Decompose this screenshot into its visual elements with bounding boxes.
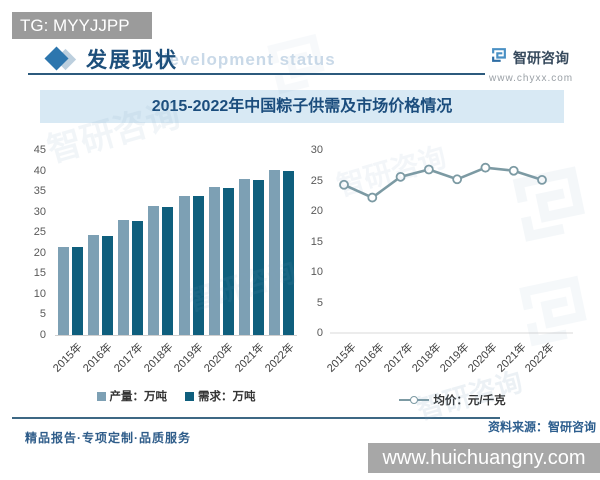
page-title: 发展现状 <box>86 49 178 72</box>
bar-group <box>116 150 146 335</box>
bar <box>178 195 190 335</box>
bar-y-axis: 45 40 35 30 25 20 15 10 5 0 <box>22 144 46 341</box>
line-plot <box>330 162 573 334</box>
bar-x-axis: 2015年 2016年 2017年 2018年 2019年 2020年 2021年 2022年 <box>51 339 297 391</box>
legend-label: 均价：元/千克 <box>433 395 506 407</box>
bar <box>208 187 220 335</box>
y-tick-label: 20 <box>33 246 46 259</box>
bar <box>101 235 113 335</box>
header-divider <box>28 73 485 75</box>
y-tick-label: 20 <box>310 205 323 217</box>
bar-group <box>206 150 236 335</box>
bar-plot <box>55 150 297 336</box>
tg-badge: TG: MYYJJPP <box>12 12 152 39</box>
bar <box>71 247 83 335</box>
legend-label: 产量：万吨 <box>109 391 168 403</box>
bar-legend: 产量：万吨 需求：万吨 <box>55 388 297 404</box>
legend-item: 均价：元/千克 <box>399 392 506 408</box>
diamond-icon <box>44 46 80 72</box>
bar-group <box>176 150 206 335</box>
y-tick-label: 25 <box>310 174 323 187</box>
y-tick-label: 5 <box>39 308 46 321</box>
brand-site-url: www.chyxx.com <box>489 73 574 84</box>
zhiyan-logo-icon <box>489 45 509 70</box>
y-tick-label: 25 <box>33 226 46 239</box>
y-tick-label: 0 <box>316 327 323 339</box>
bar <box>148 205 160 335</box>
legend-item: 产量：万吨 <box>96 388 168 404</box>
y-tick-label: 10 <box>310 266 323 278</box>
legend-label: 需求：万吨 <box>198 391 256 403</box>
bar <box>239 178 251 335</box>
y-tick-label: 15 <box>33 267 46 280</box>
y-tick-label: 30 <box>33 205 46 218</box>
line-legend: 均价：元/千克 <box>330 392 575 408</box>
y-tick-label: 5 <box>316 296 323 309</box>
data-source-label: 资料来源：智研咨询 <box>487 420 596 434</box>
legend-line-marker <box>399 396 430 405</box>
brand-name: 智研咨询 <box>513 49 569 66</box>
bar <box>192 196 204 335</box>
bar-group <box>267 150 297 335</box>
bar <box>132 220 144 335</box>
bar-group <box>55 150 85 335</box>
chart-title-banner: 2015-2022年中国粽子供需及市场价格情况 <box>40 90 564 123</box>
line-x-axis: 2015年 2016年 2017年 2018年 2019年 2020年 2021年 2022年 <box>325 339 575 391</box>
bar-group <box>146 150 176 335</box>
bar <box>283 170 295 335</box>
bar <box>269 169 281 335</box>
y-tick-label: 15 <box>310 235 323 248</box>
bar <box>57 246 69 335</box>
line-y-axis: 30 25 20 15 10 5 0 <box>301 144 323 339</box>
header-watermark-text: development status <box>158 50 336 69</box>
brand-logo-block: 智研咨询 www.chyxx.com <box>489 45 574 84</box>
y-tick-label: 30 <box>310 144 323 156</box>
bar <box>253 179 265 335</box>
y-tick-label: 0 <box>39 329 46 341</box>
bar-group <box>85 150 115 335</box>
y-tick-label: 35 <box>33 185 46 198</box>
footer-slogan: 精品报告·专项定制·品质服务 <box>25 431 191 445</box>
bar <box>162 206 174 335</box>
y-tick-label: 10 <box>33 287 46 300</box>
legend-item: 需求：万吨 <box>185 388 256 404</box>
legend-swatch <box>96 391 106 401</box>
bar <box>118 219 130 335</box>
bar <box>222 188 234 335</box>
legend-swatch <box>185 391 194 401</box>
footer-divider <box>12 417 500 419</box>
y-tick-label: 40 <box>33 164 46 177</box>
bar <box>87 234 99 335</box>
y-tick-label: 45 <box>33 144 46 156</box>
bar-group <box>237 150 267 335</box>
website-banner: www.huichuangny.com <box>368 443 600 473</box>
